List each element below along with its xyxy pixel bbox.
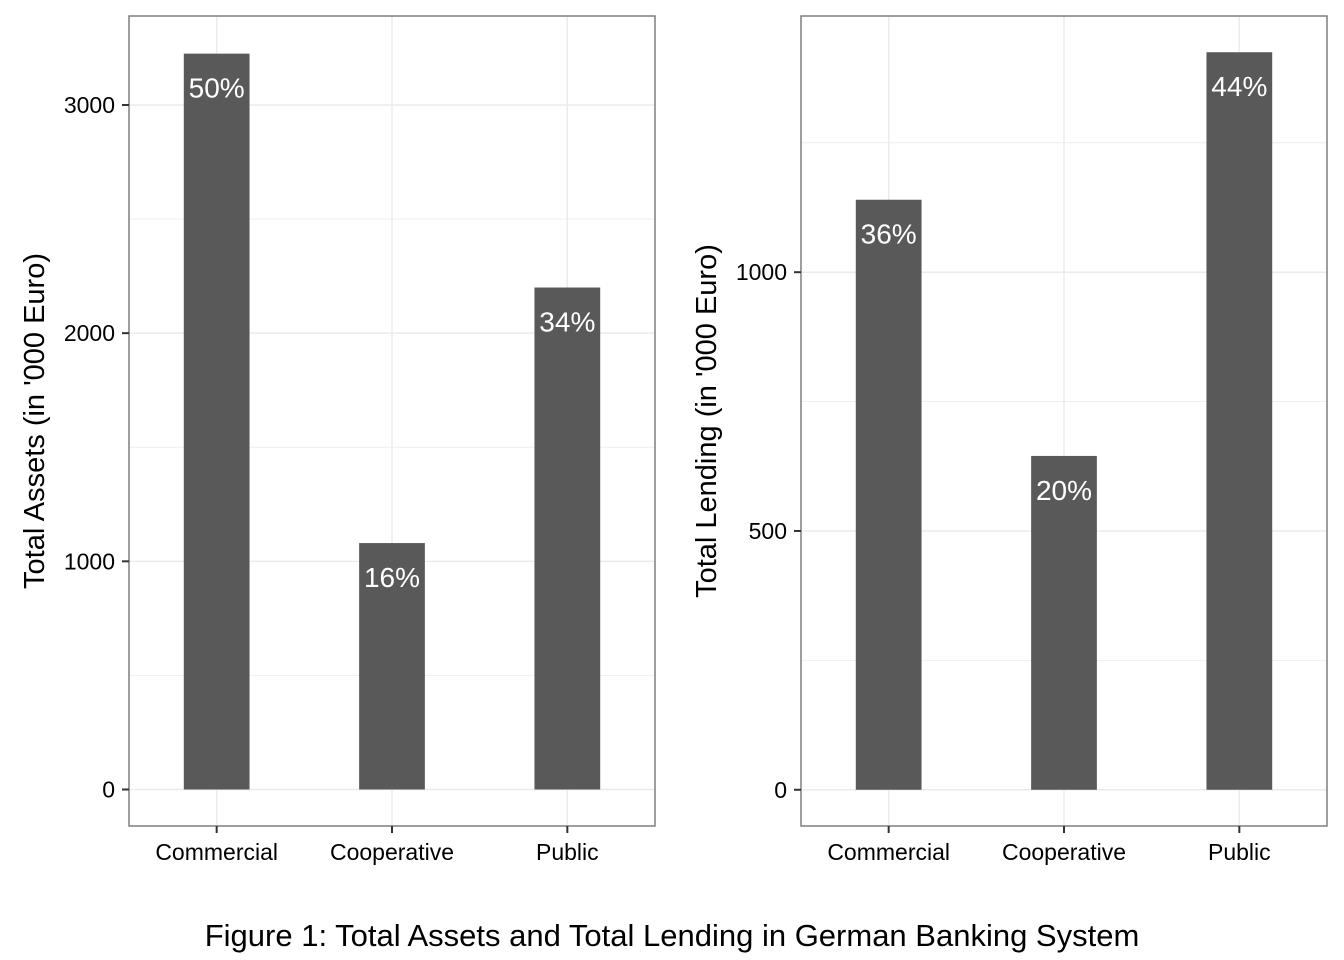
x-tick-label: Cooperative bbox=[1002, 839, 1126, 865]
bar-cooperative bbox=[1031, 455, 1097, 790]
y-tick-label: 500 bbox=[749, 518, 787, 544]
lending-chart-panel: 36% 20% 44% 0 500 1000 Commercial Cooperative Pu… bbox=[691, 15, 1328, 865]
bar-public bbox=[534, 287, 601, 790]
bar-public bbox=[1206, 52, 1273, 790]
y-tick-label: 2000 bbox=[64, 320, 115, 346]
bar-data-label: 20% bbox=[1036, 475, 1092, 506]
x-tick-label: Commercial bbox=[827, 839, 950, 865]
y-tick-label: 0 bbox=[774, 777, 787, 803]
x-tick-label: Public bbox=[536, 839, 599, 865]
y-tick-label: 0 bbox=[102, 776, 115, 802]
y-axis-title: Total Lending (in '000 Euro) bbox=[691, 244, 723, 598]
bar-commercial bbox=[183, 53, 250, 790]
figure-caption: Figure 1: Total Assets and Total Lending… bbox=[204, 918, 1140, 953]
bar-data-label: 16% bbox=[364, 562, 420, 593]
assets-chart-panel: 50% 16% 34% 0 1000 2000 3000 Commercial Cooperat… bbox=[19, 15, 656, 865]
y-tick-label: 1000 bbox=[736, 259, 787, 285]
bar-data-label: 36% bbox=[861, 219, 917, 250]
bar-commercial bbox=[855, 199, 922, 790]
bar-data-label: 34% bbox=[539, 307, 595, 338]
x-tick-label: Commercial bbox=[155, 839, 278, 865]
x-tick-label: Public bbox=[1208, 839, 1271, 865]
y-axis-title: Total Assets (in '000 Euro) bbox=[19, 253, 51, 589]
x-tick-label: Cooperative bbox=[330, 839, 454, 865]
bar-cooperative bbox=[359, 543, 425, 790]
bar-data-label: 50% bbox=[189, 73, 245, 104]
y-tick-label: 3000 bbox=[64, 92, 115, 118]
y-tick-label: 1000 bbox=[64, 548, 115, 574]
bar-data-label: 44% bbox=[1211, 71, 1267, 102]
